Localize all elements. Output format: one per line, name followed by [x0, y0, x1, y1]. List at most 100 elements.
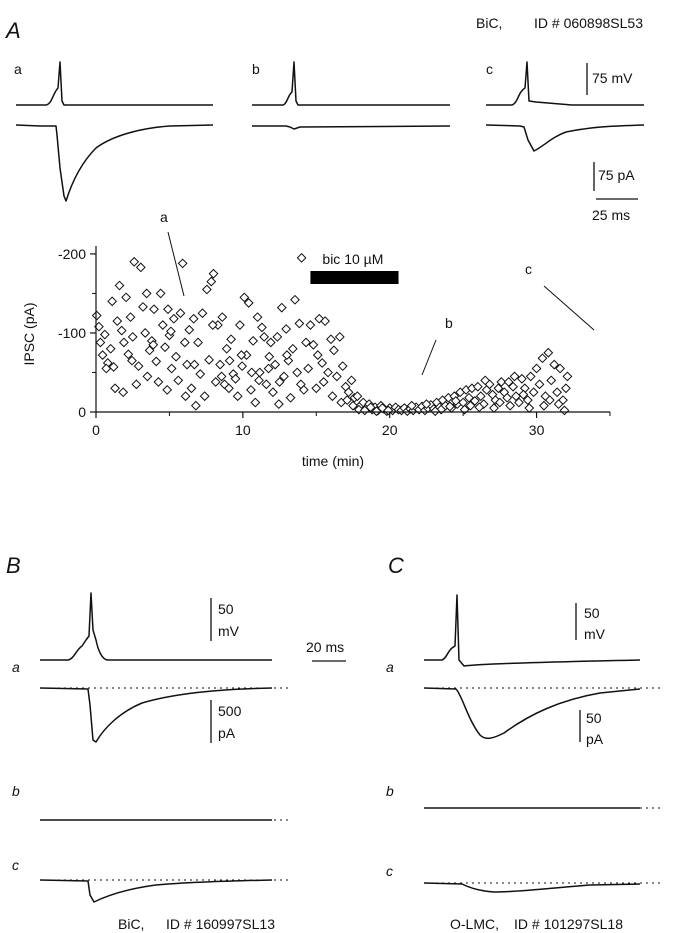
data-point-148 — [312, 350, 323, 360]
panel-c-trace-label-b: b — [386, 783, 394, 799]
x-axis-label: time (min) — [302, 453, 364, 469]
data-point-185 — [469, 396, 480, 406]
data-point-232 — [503, 377, 514, 387]
data-point-43 — [186, 383, 197, 394]
y-tick-label-2: -200 — [58, 246, 86, 262]
data-point-65 — [235, 320, 245, 330]
data-point-60 — [223, 383, 234, 394]
data-point-38 — [175, 308, 186, 319]
panel-b-trace-label-b: b — [12, 783, 20, 799]
data-point-23 — [142, 371, 153, 382]
data-point-100 — [148, 339, 159, 350]
panel-c-current-scale-unit: pA — [586, 731, 604, 747]
data-point-187 — [475, 391, 486, 402]
data-point-93 — [296, 252, 307, 263]
data-point-233 — [489, 403, 499, 413]
data-point-77 — [261, 379, 272, 390]
data-point-229 — [559, 405, 570, 416]
data-point-221 — [450, 396, 461, 406]
data-point-0 — [91, 310, 102, 321]
panel-c-current-scale-value: 50 — [586, 710, 602, 726]
data-point-36 — [171, 351, 181, 362]
data-point-19 — [133, 361, 144, 372]
data-point-130 — [343, 387, 354, 398]
data-point-12 — [118, 337, 129, 348]
data-point-153 — [348, 400, 358, 411]
data-point-205 — [528, 387, 539, 398]
data-point-227 — [539, 400, 549, 411]
annotation-label-c: c — [525, 261, 532, 277]
panel-bc-time-scale-label: 20 ms — [306, 639, 344, 655]
data-point-120 — [314, 313, 325, 324]
data-point-73 — [252, 312, 263, 323]
panel-b-voltage-scale-value: 50 — [218, 601, 234, 617]
data-point-127 — [334, 331, 345, 342]
panel-a-voltage-trace-c — [486, 61, 644, 106]
data-point-86 — [281, 324, 292, 334]
data-point-213 — [552, 387, 563, 398]
data-point-103 — [207, 320, 218, 330]
data-point-203 — [522, 395, 533, 406]
data-point-219 — [421, 399, 432, 410]
annotation-label-a: a — [160, 209, 168, 225]
data-point-186 — [472, 381, 483, 392]
data-point-69 — [243, 298, 254, 308]
data-point-51 — [204, 354, 214, 365]
data-point-70 — [246, 384, 256, 395]
data-point-121 — [317, 358, 328, 368]
panel-a-current-scale-label: 75 pA — [598, 167, 635, 183]
data-point-112 — [180, 391, 191, 402]
panel-b-voltage-trace — [40, 592, 272, 661]
panel-b-current-trace-a — [39, 687, 273, 743]
data-point-133 — [352, 391, 363, 402]
data-point-29 — [155, 288, 166, 299]
ipsc-time-course-chart: a b c 0 10 20 30 0 -100 -200 time (min) IPSC (pA… — [21, 209, 611, 469]
data-point-78 — [263, 363, 274, 374]
data-point-4 — [99, 329, 110, 340]
data-point-230 — [544, 395, 555, 406]
data-point-123 — [323, 367, 333, 378]
x-tick-label-2: 20 — [382, 422, 398, 438]
data-point-71 — [248, 335, 259, 346]
data-point-47 — [195, 369, 206, 379]
data-point-83 — [274, 377, 285, 387]
annotation-label-b: b — [445, 315, 453, 331]
drug-bar-label: bic 10 µM — [322, 251, 383, 267]
panel-a-current-trace-b — [252, 125, 451, 130]
data-point-75 — [257, 322, 267, 333]
panel-a-trace-label-a: a — [14, 61, 22, 77]
panel-c-current-trace-a — [423, 687, 641, 740]
data-point-11 — [116, 325, 127, 336]
data-point-20 — [135, 262, 146, 273]
panel-a-trace-label-c: c — [486, 61, 493, 77]
data-point-85 — [279, 371, 289, 382]
data-point-200 — [514, 397, 524, 408]
panel-b-drug-label: BiC, — [118, 916, 144, 932]
panel-b-id-label: ID # 160997SL13 — [166, 916, 275, 932]
panel-a-voltage-trace-a — [16, 61, 213, 106]
data-point-42 — [184, 324, 195, 335]
data-point-56 — [215, 359, 226, 370]
data-point-102 — [189, 359, 200, 370]
data-point-59 — [221, 343, 232, 354]
y-tick-label-0: 0 — [78, 404, 86, 420]
data-point-50 — [201, 284, 212, 295]
x-tick-label-3: 30 — [529, 422, 545, 438]
data-point-204 — [525, 371, 536, 382]
data-point-122 — [320, 316, 331, 327]
data-point-231 — [518, 389, 529, 400]
data-point-90 — [290, 294, 300, 305]
data-point-79 — [265, 337, 276, 348]
data-point-97 — [305, 320, 316, 330]
data-point-31 — [160, 342, 170, 353]
data-point-26 — [149, 304, 159, 315]
panel-a-voltage-scale-label: 75 mV — [592, 70, 633, 86]
panel-b-letter: B — [6, 553, 21, 578]
data-point-95 — [301, 337, 311, 348]
data-point-228 — [553, 399, 564, 410]
data-point-207 — [534, 379, 545, 390]
panel-a-current-trace-c — [485, 124, 645, 152]
data-point-18 — [131, 379, 142, 390]
data-point-117 — [295, 379, 306, 390]
